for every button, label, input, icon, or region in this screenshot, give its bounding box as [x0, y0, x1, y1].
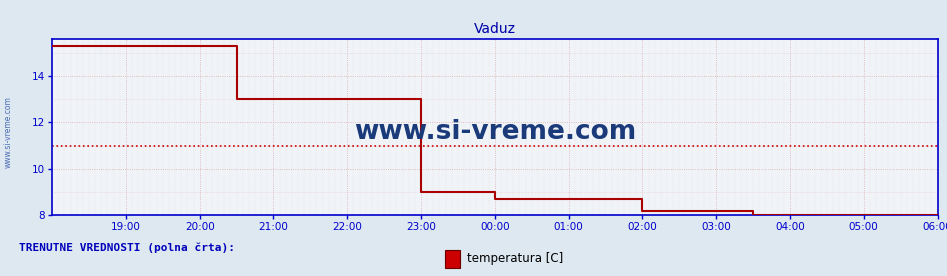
- Text: www.si-vreme.com: www.si-vreme.com: [4, 97, 13, 168]
- Text: temperatura [C]: temperatura [C]: [467, 252, 563, 265]
- Text: www.si-vreme.com: www.si-vreme.com: [353, 119, 636, 145]
- Text: TRENUTNE VREDNOSTI (polna črta):: TRENUTNE VREDNOSTI (polna črta):: [19, 243, 235, 253]
- Title: Vaduz: Vaduz: [474, 22, 516, 36]
